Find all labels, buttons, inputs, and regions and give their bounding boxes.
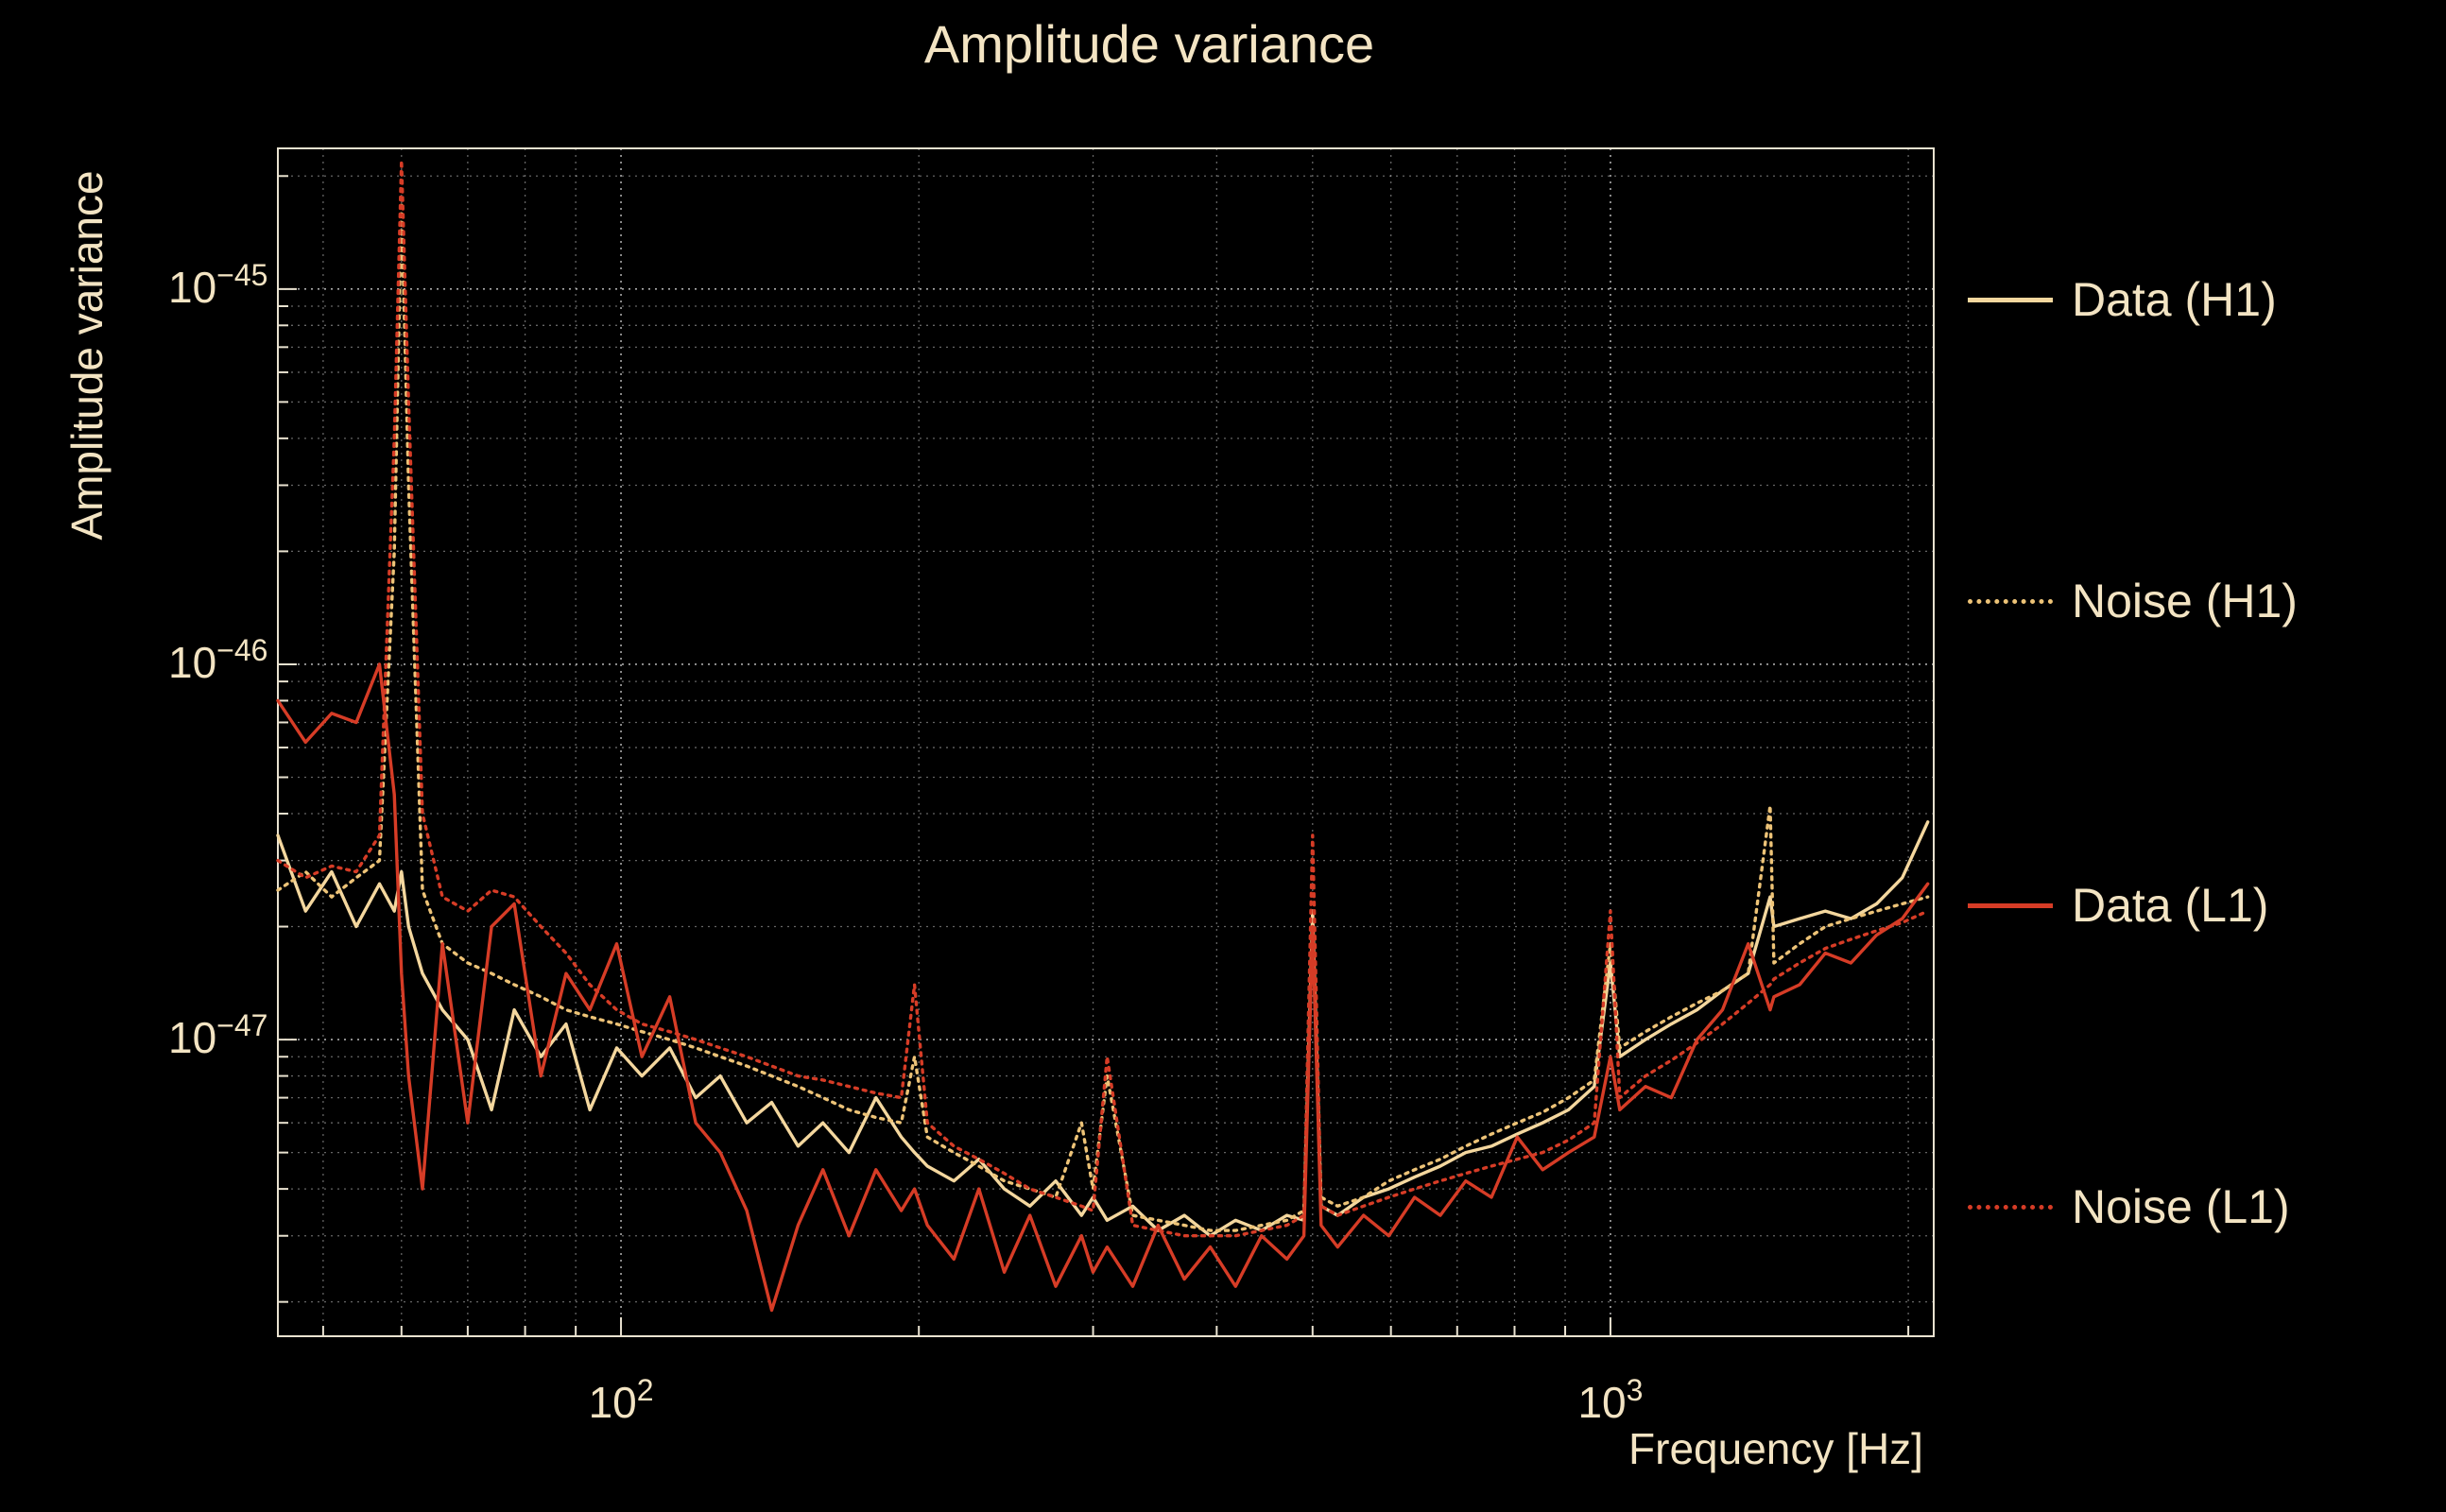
x-axis-label: Frequency [Hz] <box>1628 1424 1923 1473</box>
chart-title: Amplitude variance <box>923 14 1375 74</box>
svg-text:10−45: 10−45 <box>168 258 267 312</box>
noise-l1-line-sample-icon <box>1968 1204 2053 1210</box>
data-l1-line-sample-icon <box>1968 902 2053 908</box>
svg-text:10−47: 10−47 <box>168 1008 267 1062</box>
noise-h1-line-sample-icon <box>1968 598 2053 604</box>
legend-item-noise-l1: Noise (L1) <box>1968 1179 2290 1234</box>
legend-label-data-l1: Data (L1) <box>2072 879 2269 932</box>
legend-label-noise-l1: Noise (L1) <box>2072 1180 2290 1233</box>
svg-text:10−46: 10−46 <box>168 633 267 687</box>
svg-text:102: 102 <box>589 1373 654 1427</box>
legend-label-noise-h1: Noise (H1) <box>2072 575 2298 627</box>
data-h1-line-sample-icon <box>1968 297 2053 302</box>
legend-label-data-h1: Data (H1) <box>2072 273 2277 326</box>
legend-item-data-l1: Data (L1) <box>1968 878 2268 933</box>
legend-item-noise-h1: Noise (H1) <box>1968 574 2298 628</box>
legend-item-data-h1: Data (H1) <box>1968 272 2277 327</box>
svg-text:103: 103 <box>1577 1373 1643 1427</box>
